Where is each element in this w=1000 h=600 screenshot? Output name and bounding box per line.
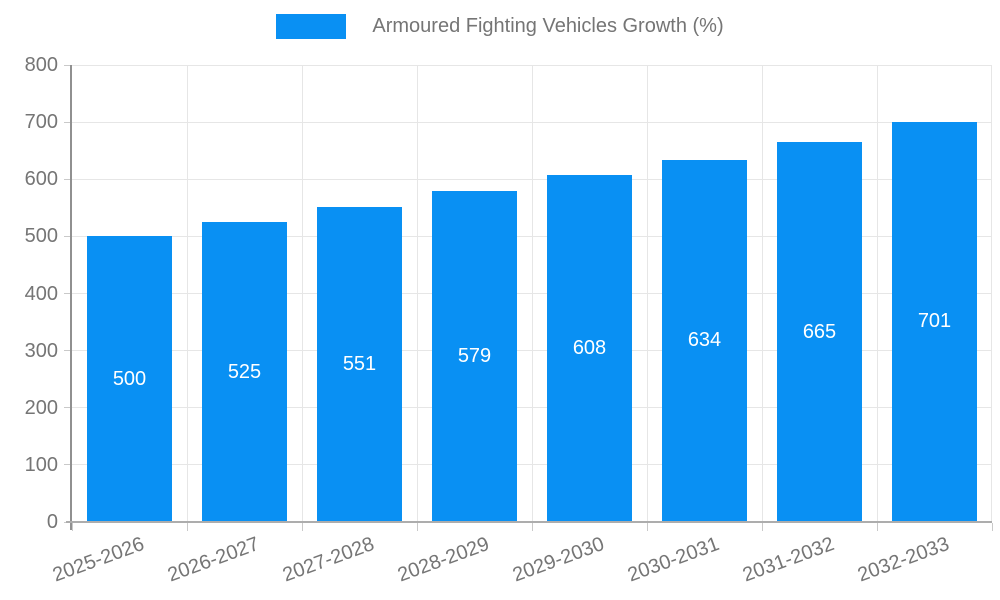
y-axis-tick-label: 0 bbox=[46, 511, 58, 533]
gridline-v bbox=[876, 65, 878, 522]
y-tick-mark bbox=[64, 121, 71, 123]
y-tick-mark bbox=[64, 64, 71, 66]
plot-area: 500 525 551 579 608 634 665 701 bbox=[72, 64, 992, 522]
bar-value-label: 634 bbox=[687, 329, 722, 352]
x-tick-mark bbox=[991, 523, 993, 531]
legend-swatch bbox=[276, 14, 347, 39]
bar: 525 bbox=[202, 222, 287, 522]
bar: 665 bbox=[777, 142, 862, 522]
x-tick-mark bbox=[301, 523, 303, 531]
y-tick-mark bbox=[64, 235, 71, 237]
y-axis-tick-label: 800 bbox=[24, 54, 58, 76]
bar: 608 bbox=[547, 174, 632, 522]
bar-value-label: 665 bbox=[802, 320, 837, 343]
y-axis-tick-label: 200 bbox=[24, 396, 58, 419]
y-axis-tick-label: 300 bbox=[24, 339, 58, 362]
bar-value-label: 608 bbox=[572, 336, 607, 359]
y-tick-mark bbox=[64, 464, 71, 466]
gridline-v bbox=[990, 65, 992, 522]
y-tick-mark bbox=[64, 350, 71, 352]
bar: 701 bbox=[892, 121, 977, 522]
y-axis-tick-label: 500 bbox=[24, 225, 58, 248]
bar: 579 bbox=[432, 191, 517, 522]
gridline-v bbox=[186, 65, 188, 522]
bar: 551 bbox=[317, 207, 402, 522]
x-axis-line bbox=[66, 521, 992, 523]
x-tick-mark bbox=[646, 523, 648, 531]
y-axis-tick-label: 600 bbox=[24, 168, 58, 191]
x-tick-mark bbox=[531, 523, 533, 531]
x-tick-mark bbox=[186, 523, 188, 531]
x-axis-labels: 2025-2026 2026-2027 2027-2028 2028-2029 2029… bbox=[49, 533, 953, 587]
bar-value-label: 579 bbox=[457, 345, 492, 368]
x-tick-mark bbox=[876, 523, 878, 531]
x-tick-mark bbox=[761, 523, 763, 531]
y-tick-mark bbox=[64, 293, 71, 294]
legend-label: Armoured Fighting Vehicles Growth (%) bbox=[372, 15, 724, 37]
bar-value-label: 701 bbox=[917, 310, 952, 333]
gridline-v bbox=[301, 65, 303, 522]
y-tick-mark bbox=[64, 407, 71, 409]
y-axis-tick-label: 700 bbox=[24, 111, 58, 134]
gridline-v bbox=[646, 65, 648, 522]
bar-value-label: 500 bbox=[112, 367, 147, 390]
y-tick-mark bbox=[64, 178, 71, 180]
bar-value-label: 525 bbox=[227, 360, 262, 383]
bar: 500 bbox=[87, 236, 172, 522]
bar-value-label: 551 bbox=[342, 353, 377, 376]
y-axis-line bbox=[70, 65, 72, 530]
legend[interactable]: Armoured Fighting Vehicles Growth (%) bbox=[0, 14, 1000, 39]
gridline-v bbox=[416, 65, 418, 522]
gridline-v bbox=[761, 65, 763, 522]
x-tick-mark bbox=[71, 523, 73, 531]
bar: 634 bbox=[662, 159, 747, 522]
gridline-v bbox=[531, 65, 533, 522]
x-tick-mark bbox=[416, 523, 418, 531]
y-axis-tick-label: 100 bbox=[24, 453, 58, 476]
y-axis-tick-label: 400 bbox=[24, 282, 58, 305]
